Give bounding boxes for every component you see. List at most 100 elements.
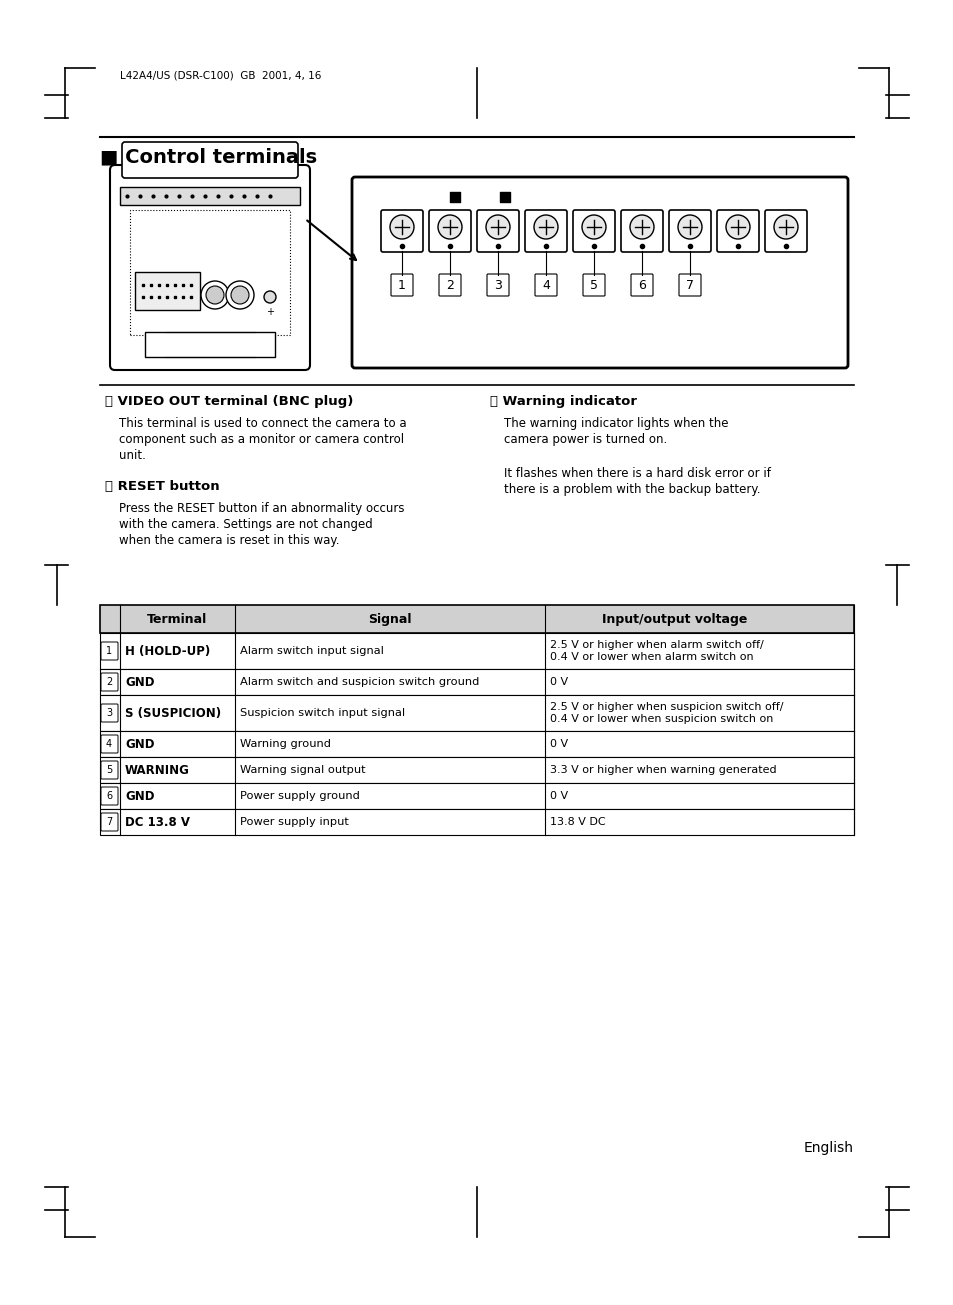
FancyBboxPatch shape — [764, 210, 806, 252]
Text: unit.: unit. — [119, 449, 146, 462]
Circle shape — [534, 215, 558, 239]
Circle shape — [678, 215, 701, 239]
Bar — [100, 606, 853, 633]
Text: 0 V: 0 V — [550, 677, 568, 686]
FancyBboxPatch shape — [476, 210, 518, 252]
FancyBboxPatch shape — [717, 210, 759, 252]
Circle shape — [437, 215, 461, 239]
Text: Alarm switch and suspicion switch ground: Alarm switch and suspicion switch ground — [240, 677, 478, 686]
FancyBboxPatch shape — [438, 274, 460, 296]
Circle shape — [264, 291, 275, 303]
Text: Terminal: Terminal — [147, 612, 208, 625]
Text: ⓥ RESET button: ⓥ RESET button — [105, 480, 219, 493]
Text: with the camera. Settings are not changed: with the camera. Settings are not change… — [119, 518, 373, 531]
FancyBboxPatch shape — [380, 210, 422, 252]
Bar — [100, 633, 853, 669]
Circle shape — [773, 215, 797, 239]
Circle shape — [206, 286, 224, 304]
Text: 3.3 V or higher when warning generated: 3.3 V or higher when warning generated — [550, 765, 776, 775]
Text: Warning signal output: Warning signal output — [240, 765, 365, 775]
Text: 2.5 V or higher when suspicion switch off/: 2.5 V or higher when suspicion switch of… — [550, 702, 782, 713]
Text: 1: 1 — [397, 278, 406, 291]
Text: S (SUSPICION): S (SUSPICION) — [125, 706, 221, 719]
Text: 4: 4 — [541, 278, 549, 291]
Circle shape — [629, 215, 654, 239]
Circle shape — [226, 281, 253, 309]
Text: when the camera is reset in this way.: when the camera is reset in this way. — [119, 534, 339, 547]
Text: 0 V: 0 V — [550, 791, 568, 801]
Text: 6: 6 — [106, 791, 112, 801]
Text: 5: 5 — [106, 765, 112, 775]
Text: Press the RESET button if an abnormality occurs: Press the RESET button if an abnormality… — [119, 502, 404, 515]
Bar — [120, 187, 299, 205]
FancyBboxPatch shape — [668, 210, 710, 252]
Text: 13.8 V DC: 13.8 V DC — [550, 817, 605, 827]
Text: This terminal is used to connect the camera to a: This terminal is used to connect the cam… — [119, 418, 406, 431]
Text: ⓤ VIDEO OUT terminal (BNC plug): ⓤ VIDEO OUT terminal (BNC plug) — [105, 395, 353, 408]
Circle shape — [231, 286, 249, 304]
Text: Input/output voltage: Input/output voltage — [601, 612, 747, 625]
Text: 2: 2 — [446, 278, 454, 291]
FancyBboxPatch shape — [679, 274, 700, 296]
Text: The warning indicator lights when the: The warning indicator lights when the — [503, 418, 728, 431]
Bar — [100, 731, 853, 757]
FancyBboxPatch shape — [122, 142, 297, 177]
Text: Signal: Signal — [368, 612, 412, 625]
FancyBboxPatch shape — [101, 761, 118, 779]
Text: component such as a monitor or camera control: component such as a monitor or camera co… — [119, 433, 404, 446]
Text: 6: 6 — [638, 278, 645, 291]
FancyBboxPatch shape — [486, 274, 509, 296]
FancyBboxPatch shape — [110, 164, 310, 371]
FancyBboxPatch shape — [391, 274, 413, 296]
Text: GND: GND — [125, 790, 154, 803]
Circle shape — [201, 281, 229, 309]
Text: Suspicion switch input signal: Suspicion switch input signal — [240, 709, 405, 718]
Bar — [100, 783, 853, 809]
Text: 7: 7 — [685, 278, 693, 291]
FancyBboxPatch shape — [535, 274, 557, 296]
Bar — [100, 669, 853, 696]
Text: 4: 4 — [106, 739, 112, 749]
Text: 0 V: 0 V — [550, 739, 568, 749]
Text: 2.5 V or higher when alarm switch off/: 2.5 V or higher when alarm switch off/ — [550, 639, 763, 650]
Text: 0.4 V or lower when suspicion switch on: 0.4 V or lower when suspicion switch on — [550, 714, 773, 724]
FancyBboxPatch shape — [524, 210, 566, 252]
Text: It flashes when there is a hard disk error or if: It flashes when there is a hard disk err… — [503, 467, 770, 480]
Text: Power supply ground: Power supply ground — [240, 791, 359, 801]
Text: L42A4/US (DSR-C100)  GB  2001, 4, 16: L42A4/US (DSR-C100) GB 2001, 4, 16 — [120, 70, 321, 80]
Text: ⓦ Warning indicator: ⓦ Warning indicator — [490, 395, 637, 408]
Circle shape — [581, 215, 605, 239]
FancyBboxPatch shape — [101, 735, 118, 753]
Circle shape — [390, 215, 414, 239]
Text: 1: 1 — [106, 646, 112, 656]
FancyBboxPatch shape — [582, 274, 604, 296]
FancyBboxPatch shape — [101, 642, 118, 660]
Text: Warning ground: Warning ground — [240, 739, 331, 749]
Text: 2: 2 — [106, 677, 112, 686]
Text: WARNING: WARNING — [125, 763, 190, 776]
Text: Power supply input: Power supply input — [240, 817, 349, 827]
FancyBboxPatch shape — [630, 274, 652, 296]
Text: English: English — [803, 1141, 853, 1155]
FancyBboxPatch shape — [620, 210, 662, 252]
Text: 5: 5 — [589, 278, 598, 291]
Bar — [100, 606, 853, 633]
Text: GND: GND — [125, 676, 154, 689]
Bar — [145, 331, 274, 358]
Bar — [130, 210, 290, 335]
Bar — [100, 696, 853, 731]
Text: H (HOLD-UP): H (HOLD-UP) — [125, 645, 210, 658]
FancyBboxPatch shape — [101, 673, 118, 692]
FancyBboxPatch shape — [101, 813, 118, 831]
Bar — [100, 757, 853, 783]
Text: 0.4 V or lower when alarm switch on: 0.4 V or lower when alarm switch on — [550, 652, 753, 662]
FancyBboxPatch shape — [573, 210, 615, 252]
Text: GND: GND — [125, 737, 154, 750]
Text: 3: 3 — [494, 278, 501, 291]
Text: ■ Control terminals: ■ Control terminals — [100, 147, 316, 166]
Text: there is a problem with the backup battery.: there is a problem with the backup batte… — [503, 483, 760, 496]
Text: +: + — [266, 307, 274, 317]
Text: DC 13.8 V: DC 13.8 V — [125, 816, 190, 829]
Text: 7: 7 — [106, 817, 112, 827]
FancyBboxPatch shape — [101, 787, 118, 805]
